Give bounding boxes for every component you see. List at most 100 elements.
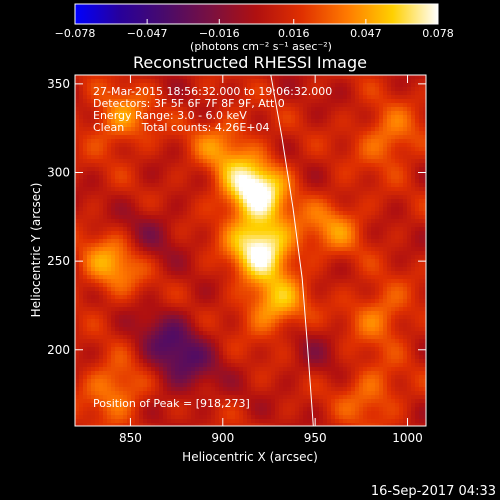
heatmap-cell (103, 99, 108, 104)
heatmap-cell (371, 243, 376, 248)
heatmap-cell (155, 219, 160, 224)
heatmap-cell (411, 211, 416, 216)
heatmap-cell (295, 227, 300, 232)
heatmap-cell (359, 239, 364, 244)
heatmap-cell (159, 119, 164, 124)
heatmap-cell (75, 131, 80, 136)
heatmap-cell (75, 95, 80, 100)
heatmap-cell (271, 95, 276, 100)
heatmap-cell (339, 247, 344, 252)
heatmap-cell (199, 179, 204, 184)
heatmap-cell (215, 135, 220, 140)
heatmap-cell (103, 87, 108, 92)
heatmap-cell (79, 111, 84, 116)
heatmap-cell (407, 191, 412, 196)
heatmap-cell (231, 227, 236, 232)
heatmap-cell (99, 247, 104, 252)
heatmap-cell (215, 191, 220, 196)
heatmap-cell (379, 95, 384, 100)
heatmap-cell (219, 299, 224, 304)
heatmap-cell (175, 99, 180, 104)
heatmap-cell (407, 171, 412, 176)
heatmap-cell (139, 291, 144, 296)
heatmap-cell (379, 287, 384, 292)
heatmap-cell (235, 299, 240, 304)
heatmap-cell (419, 167, 424, 172)
heatmap-cell (323, 147, 328, 152)
heatmap-cell (147, 211, 152, 216)
heatmap-cell (275, 215, 280, 220)
heatmap-cell (243, 271, 248, 276)
heatmap-cell (407, 219, 412, 224)
heatmap-cell (171, 259, 176, 264)
heatmap-cell (131, 287, 136, 292)
heatmap-cell (91, 287, 96, 292)
heatmap-cell (207, 195, 212, 200)
heatmap-cell (263, 263, 268, 268)
heatmap-cell (219, 159, 224, 164)
heatmap-cell (339, 83, 344, 88)
heatmap-cell (239, 287, 244, 292)
heatmap-cell (263, 235, 268, 240)
heatmap-cell (223, 251, 228, 256)
heatmap-cell (239, 211, 244, 216)
heatmap-cell (131, 195, 136, 200)
heatmap-cell (179, 167, 184, 172)
heatmap-cell (307, 251, 312, 256)
heatmap-cell (307, 239, 312, 244)
heatmap-cell (207, 175, 212, 180)
heatmap-cell (363, 267, 368, 272)
heatmap-cell (99, 83, 104, 88)
heatmap-cell (423, 75, 426, 80)
heatmap-cell (299, 211, 304, 216)
heatmap-cell (75, 171, 80, 176)
heatmap-cell (87, 191, 92, 196)
heatmap-cell (379, 291, 384, 296)
heatmap-cell (415, 195, 420, 200)
heatmap-cell (367, 275, 372, 280)
heatmap-cell (351, 107, 356, 112)
heatmap-cell (391, 223, 396, 228)
heatmap-cell (175, 135, 180, 140)
heatmap-cell (147, 259, 152, 264)
heatmap-cell (147, 287, 152, 292)
heatmap-cell (415, 179, 420, 184)
heatmap-cell (307, 259, 312, 264)
heatmap-cell (227, 151, 232, 156)
heatmap-cell (295, 135, 300, 140)
heatmap-cell (323, 211, 328, 216)
heatmap-cell (387, 215, 392, 220)
heatmap-cell (391, 231, 396, 236)
heatmap-cell (315, 279, 320, 284)
heatmap-cell (347, 127, 352, 132)
heatmap-cell (295, 195, 300, 200)
heatmap-cell (199, 79, 204, 84)
heatmap-cell (403, 103, 408, 108)
heatmap-cell (291, 159, 296, 164)
heatmap-cell (203, 219, 208, 224)
heatmap-cell (127, 255, 132, 260)
heatmap-cell (83, 223, 88, 228)
heatmap-cell (95, 107, 100, 112)
heatmap-cell (259, 295, 264, 300)
heatmap-cell (143, 107, 148, 112)
heatmap-cell (203, 151, 208, 156)
heatmap-cell (351, 159, 356, 164)
heatmap-cell (111, 135, 116, 140)
heatmap-cell (103, 263, 108, 268)
heatmap-cell (263, 231, 268, 236)
heatmap-cell (147, 215, 152, 220)
heatmap-cell (235, 147, 240, 152)
heatmap-cell (143, 147, 148, 152)
heatmap-cell (303, 95, 308, 100)
heatmap-cell (171, 227, 176, 232)
heatmap-cell (223, 243, 228, 248)
heatmap-cell (323, 191, 328, 196)
heatmap-cell (95, 83, 100, 88)
heatmap-cell (255, 235, 260, 240)
heatmap-cell (207, 107, 212, 112)
heatmap-cell (231, 215, 236, 220)
heatmap-cell (279, 251, 284, 256)
heatmap-cell (227, 91, 232, 96)
heatmap-cell (391, 127, 396, 132)
